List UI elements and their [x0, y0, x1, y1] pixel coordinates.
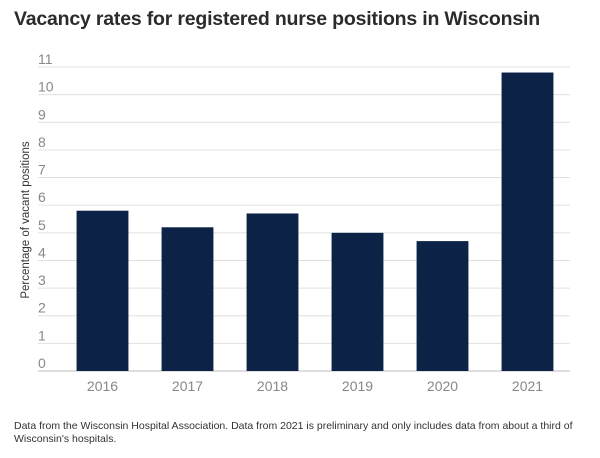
- bar-2016: [76, 210, 129, 371]
- y-tick-label: 9: [38, 106, 46, 122]
- y-tick-label: 6: [38, 189, 46, 205]
- x-tick-label: 2016: [87, 378, 118, 394]
- x-tick-label: 2020: [427, 378, 458, 394]
- x-tick-label: 2019: [342, 378, 373, 394]
- bar-2017: [161, 227, 214, 371]
- bar-2018: [246, 213, 299, 371]
- y-tick-labels: 0 1 2 3 4 5 6 7 8 9 10 11: [38, 51, 54, 371]
- y-axis-label: Percentage of vacant positions: [20, 141, 32, 299]
- y-tick-label: 10: [38, 79, 54, 95]
- y-tick-label: 5: [38, 217, 46, 233]
- bar-2020: [416, 241, 469, 371]
- y-tick-label: 4: [38, 244, 46, 260]
- x-tick-label: 2018: [257, 378, 288, 394]
- bar-2019: [331, 232, 384, 371]
- y-tick-label: 2: [38, 300, 46, 316]
- y-tick-label: 0: [38, 355, 46, 371]
- gridlines: [38, 66, 570, 372]
- x-tick-label: 2021: [512, 378, 543, 394]
- x-tick-labels: 2016 2017 2018 2019 2020 2021: [87, 378, 543, 394]
- y-tick-label: 8: [38, 134, 46, 150]
- y-tick-label: 7: [38, 162, 46, 178]
- y-tick-label: 1: [38, 327, 46, 343]
- bar-2021: [501, 72, 554, 371]
- bars: [76, 72, 554, 371]
- source-footnote: Data from the Wisconsin Hospital Associa…: [14, 420, 573, 445]
- chart-title: Vacancy rates for registered nurse posit…: [14, 8, 540, 30]
- y-tick-label: 11: [38, 51, 53, 67]
- y-tick-label: 3: [38, 272, 46, 288]
- x-tick-label: 2017: [172, 378, 203, 394]
